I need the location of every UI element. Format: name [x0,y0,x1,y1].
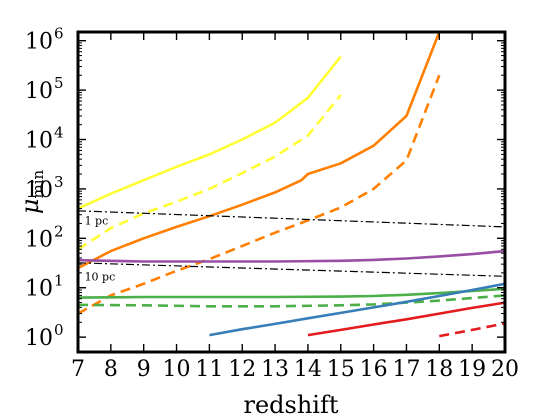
ticks-layer [77,32,506,352]
x-tick-label: 20 [491,357,519,382]
y-tick-label: 10 [25,227,53,252]
y-tick-label: 10 [25,178,53,203]
x-tick-label: 19 [458,357,486,382]
x-tick-label: 12 [228,357,256,382]
x-tick-label: 18 [425,357,453,382]
y-tick-label-exponent: 2 [54,222,64,240]
series-line-4 [77,74,441,315]
x-tick-label: 16 [360,357,388,382]
x-tick-label: 13 [261,357,289,382]
annotation-label: 1 pc [85,215,109,228]
y-axis-label-sub: min [29,170,47,199]
series-line-3 [77,31,441,270]
y-tick-label-exponent: 3 [54,173,64,191]
series-line-2 [77,94,342,251]
y-tick-label: 10 [25,79,53,104]
y-axis-label: μmin [16,170,47,215]
y-tick-label-exponent: 0 [54,321,64,339]
x-axis-label: redshift [243,391,338,419]
series-layer [77,31,506,338]
series-line-12 [77,262,506,277]
x-tick-label: 7 [71,357,85,382]
x-tick-label: 14 [294,357,322,382]
y-tick-label-exponent: 6 [54,25,64,43]
x-tick-label: 17 [392,357,420,382]
y-tick-label-exponent: 1 [54,272,64,290]
x-tick-label: 10 [163,357,191,382]
series-line-11 [77,210,506,228]
x-tick-label: 8 [104,357,118,382]
x-tick-label: 15 [327,357,355,382]
series-line-10 [439,322,506,338]
annotation-label: 10 pc [85,271,116,284]
series-line-9 [307,301,506,337]
series-line-8 [209,282,506,337]
series-line-5 [77,249,506,263]
plot-frame [76,30,507,354]
y-tick-label-exponent: 5 [54,74,64,92]
x-tick-label: 11 [195,357,223,382]
series-line-7 [77,294,506,308]
y-tick-label: 10 [25,277,53,302]
y-axis-label-main: μ [16,199,44,215]
series-line-1 [77,55,342,210]
x-tick-label: 9 [137,357,151,382]
y-tick-label: 10 [25,326,53,351]
y-tick-label: 10 [25,30,53,55]
y-tick-label: 10 [25,129,53,154]
y-tick-label-exponent: 4 [54,124,64,142]
